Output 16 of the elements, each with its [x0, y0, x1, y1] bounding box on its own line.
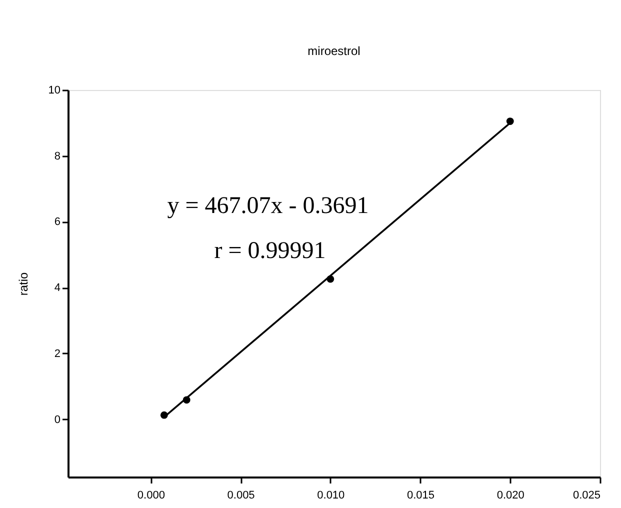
x-tick-label: 0.020	[496, 490, 524, 502]
annotation: y = 467.07x - 0.3691	[167, 193, 369, 219]
y-tick-label: 4	[54, 282, 60, 294]
y-axis-title: ratio	[16, 272, 30, 296]
y-tick-label: 2	[54, 348, 60, 360]
y-tick-label: 0	[54, 414, 60, 426]
y-tick-label: 6	[54, 216, 60, 228]
x-tick-label: 0.005	[227, 490, 255, 502]
y-tick-label: 10	[48, 84, 60, 96]
x-tick-label: 0.015	[407, 490, 435, 502]
x-tick-label: 0.010	[317, 490, 345, 502]
chart-title: miroestrol	[308, 44, 360, 58]
y-tick-label: 8	[54, 150, 60, 162]
x-tick-label: 0.000	[137, 490, 165, 502]
x-tick-label: 0.025	[572, 490, 600, 502]
annotation: r = 0.99991	[214, 238, 326, 264]
